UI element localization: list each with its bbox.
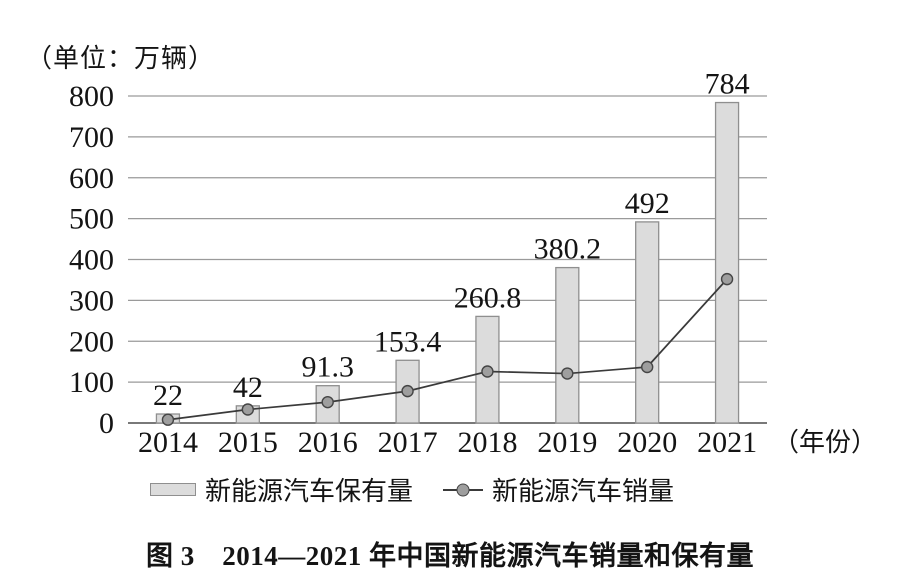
bar-label-2014: 22 bbox=[153, 379, 183, 412]
y-tick-label-700: 700 bbox=[69, 121, 114, 154]
line-point-2014 bbox=[161, 413, 175, 426]
bar-label-2017: 153.4 bbox=[374, 325, 442, 358]
bar-label-2015: 42 bbox=[233, 371, 263, 404]
line-point-2017 bbox=[401, 384, 414, 398]
legend-label-ownership: 新能源汽车保有量 bbox=[205, 477, 414, 506]
y-axis-unit-label: （单位：万辆） bbox=[26, 44, 216, 73]
x-tick-label-2019: 2019 bbox=[537, 426, 597, 459]
sales-line bbox=[167, 278, 728, 421]
bar-2019 bbox=[555, 266, 580, 424]
line-marker-swatch-icon bbox=[443, 483, 484, 496]
bar-swatch-icon bbox=[150, 483, 196, 496]
x-tick-label-2017: 2017 bbox=[378, 426, 438, 459]
x-tick-label-2018: 2018 bbox=[457, 426, 517, 459]
y-tick-label-600: 600 bbox=[69, 162, 114, 195]
y-tick-label-0: 0 bbox=[99, 407, 114, 440]
line-point-2016 bbox=[321, 395, 334, 409]
y-tick-label-100: 100 bbox=[69, 366, 114, 399]
y-tick-label-300: 300 bbox=[69, 284, 114, 317]
x-tick-label-2014: 2014 bbox=[138, 426, 198, 459]
line-point-2015 bbox=[241, 403, 255, 416]
x-tick-label-2020: 2020 bbox=[617, 426, 677, 459]
x-tick-label-2021: 2021 bbox=[697, 426, 757, 459]
y-tick-label-400: 400 bbox=[69, 244, 114, 277]
bar-2020 bbox=[635, 221, 660, 424]
bar-label-2016: 91.3 bbox=[301, 351, 354, 384]
x-tick-label-2016: 2016 bbox=[298, 426, 358, 459]
line-point-2018 bbox=[481, 365, 494, 378]
marker-dot-icon bbox=[456, 483, 470, 496]
y-tick-label-200: 200 bbox=[69, 325, 114, 358]
x-tick-label-2015: 2015 bbox=[218, 426, 278, 459]
chart-legend: 新能源汽车保有量 新能源汽车销量 bbox=[150, 471, 674, 508]
legend-label-sales: 新能源汽车销量 bbox=[492, 477, 675, 506]
bar-label-2019: 380.2 bbox=[534, 233, 602, 266]
bar-label-2018: 260.8 bbox=[454, 281, 522, 314]
bar-label-2021: 784 bbox=[705, 68, 750, 101]
figure-caption: 图 3 2014—2021 年中国新能源汽车销量和保有量 bbox=[146, 541, 754, 571]
bar-label-2020: 492 bbox=[625, 187, 670, 220]
bar-2021 bbox=[714, 101, 740, 424]
x-axis-suffix-label: （年份） bbox=[773, 428, 877, 457]
line-point-2019 bbox=[561, 367, 574, 380]
y-tick-label-500: 500 bbox=[69, 203, 114, 236]
legend-item-ownership: 新能源汽车保有量 bbox=[150, 471, 413, 508]
line-point-2021 bbox=[720, 272, 734, 286]
line-point-2020 bbox=[640, 360, 654, 374]
legend-item-sales: 新能源汽车销量 bbox=[443, 471, 674, 508]
combo-chart: 0 100 200 300 400 500 600 700 800 22 42 91.3 153.4 26… bbox=[69, 68, 877, 459]
y-tick-label-800: 800 bbox=[69, 80, 114, 113]
